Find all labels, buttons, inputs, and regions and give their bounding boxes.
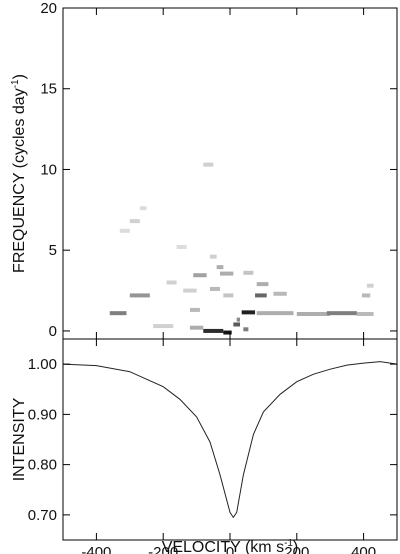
- heatmap-feature: [273, 291, 287, 296]
- frequency-tick-label: 20: [40, 0, 57, 17]
- heatmap-feature: [296, 311, 331, 316]
- top-heatmap-features: [109, 162, 374, 335]
- velocity-tick-label: 200: [284, 544, 309, 554]
- heatmap-feature: [153, 324, 174, 329]
- intensity-tick-label: 0.70: [28, 507, 57, 524]
- heatmap-feature: [203, 328, 224, 333]
- heatmap-feature: [326, 311, 357, 316]
- frequency-tick-label: 10: [40, 161, 57, 178]
- bottom-panel: 0.70 0.80 0.90 1.00 -400 -200 0 200 400 INTENSIT…: [11, 338, 398, 554]
- heatmap-feature: [243, 327, 249, 332]
- intensity-tick-label: 1.00: [28, 356, 57, 373]
- heatmap-feature: [189, 325, 204, 330]
- heatmap-feature: [255, 293, 267, 298]
- top-axis-ticks: 0 5 10 15 20: [40, 0, 397, 340]
- frequency-axis-title: FREQUENCY (cycles day-1): [10, 74, 28, 273]
- heatmap-feature: [166, 280, 177, 285]
- bottom-axis-ticks: 0.70 0.80 0.90 1.00 -400 -200 0 200 400: [28, 339, 397, 554]
- velocity-tick-label: 400: [351, 544, 376, 554]
- heatmap-feature: [243, 270, 254, 275]
- velocity-tick-label: 0: [226, 544, 234, 554]
- heatmap-feature: [129, 293, 150, 298]
- frequency-tick-label: 0: [49, 323, 57, 340]
- heatmap-feature: [241, 310, 256, 315]
- heatmap-feature: [183, 288, 197, 293]
- top-panel: 0 5 10 15 20 FREQUENCY (cycles day-1): [10, 0, 398, 340]
- velocity-tick-label: -200: [148, 544, 178, 554]
- heatmap-feature: [361, 293, 371, 298]
- intensity-line: [62, 361, 398, 519]
- heatmap-feature: [356, 311, 374, 316]
- velocity-axis-title: VELOCITY (km s-1): [162, 538, 299, 554]
- velocity-tick-label: -400: [81, 544, 111, 554]
- heatmap-feature: [223, 293, 234, 298]
- heatmap-feature: [366, 283, 374, 288]
- frequency-tick-label: 15: [40, 81, 57, 98]
- heatmap-feature: [219, 271, 234, 276]
- heatmap-feature: [223, 330, 232, 335]
- heatmap-feature: [176, 244, 187, 249]
- heatmap-feature: [216, 265, 224, 270]
- heatmap-feature: [189, 307, 200, 312]
- heatmap-feature: [236, 317, 241, 322]
- heatmap-feature: [129, 219, 140, 224]
- heatmap-feature: [233, 322, 241, 327]
- intensity-tick-label: 0.90: [28, 406, 57, 423]
- heatmap-feature: [193, 273, 207, 278]
- heatmap-feature: [203, 162, 214, 167]
- heatmap-feature: [119, 228, 130, 233]
- intensity-tick-label: 0.80: [28, 457, 57, 474]
- heatmap-feature: [209, 286, 220, 291]
- heatmap-feature: [256, 282, 269, 287]
- heatmap-feature: [109, 311, 127, 316]
- heatmap-feature: [256, 311, 294, 316]
- top-plot-frame: [62, 7, 398, 340]
- frequency-tick-label: 5: [49, 242, 57, 259]
- heatmap-feature: [209, 254, 217, 259]
- intensity-axis-title: INTENSITY: [11, 397, 28, 481]
- heatmap-feature: [139, 206, 147, 211]
